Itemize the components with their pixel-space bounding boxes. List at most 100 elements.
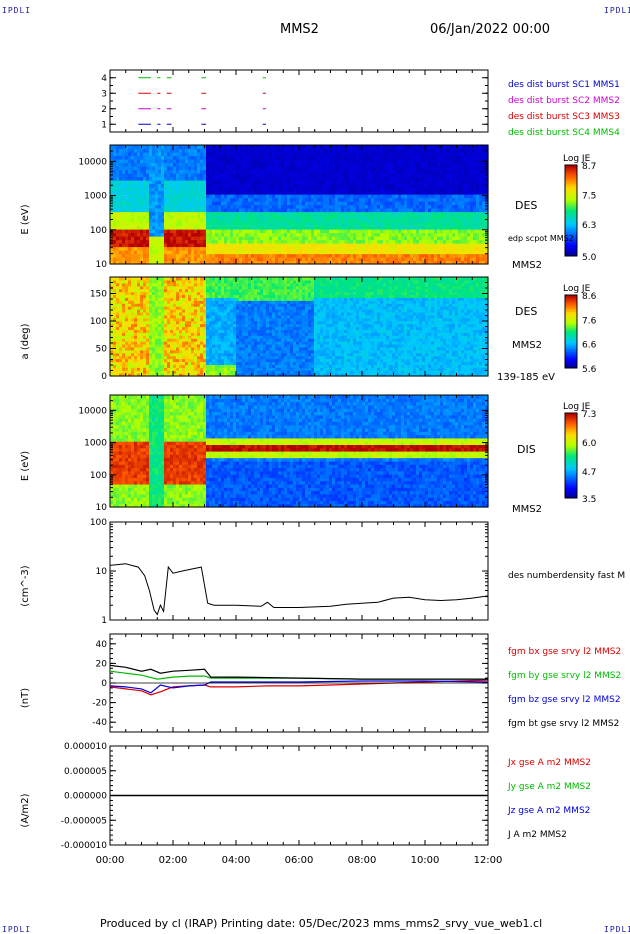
- heatmap-cell: [377, 232, 381, 237]
- heatmap-cell: [113, 253, 117, 258]
- heatmap-cell: [149, 166, 153, 171]
- heatmap-cell: [152, 250, 156, 255]
- heatmap-cell: [278, 176, 282, 181]
- heatmap-cell: [176, 225, 180, 230]
- heatmap-cell: [140, 239, 144, 244]
- heatmap-cell: [158, 225, 162, 230]
- heatmap-cell: [152, 180, 156, 185]
- heatmap-cell: [164, 225, 168, 230]
- heatmap-cell: [200, 222, 204, 227]
- heatmap-cell: [422, 148, 426, 153]
- heatmap-cell: [422, 187, 426, 192]
- heatmap-cell: [191, 222, 195, 227]
- heatmap-cell: [254, 215, 258, 220]
- heatmap-cell: [170, 222, 174, 227]
- heatmap-cell: [149, 225, 153, 230]
- heatmap-cell: [125, 250, 129, 255]
- heatmap-cell: [311, 215, 315, 220]
- heatmap-cell: [248, 253, 252, 258]
- heatmap-cell: [197, 204, 201, 209]
- heatmap-cell: [371, 243, 375, 248]
- heatmap-cell: [233, 197, 237, 202]
- heatmap-cell: [257, 162, 261, 167]
- heatmap-cell: [416, 180, 420, 185]
- heatmap-cell: [221, 190, 225, 195]
- heatmap-cell: [161, 260, 165, 265]
- heatmap-cell: [353, 169, 357, 174]
- heatmap-cell: [122, 176, 126, 181]
- heatmap-cell: [392, 218, 396, 223]
- heatmap-cell: [287, 232, 291, 237]
- heatmap-cell: [434, 180, 438, 185]
- heatmap-cell: [281, 190, 285, 195]
- heatmap-cell: [110, 218, 114, 223]
- heatmap-cell: [395, 211, 399, 216]
- heatmap-cell: [299, 260, 303, 265]
- heatmap-cell: [236, 239, 240, 244]
- heatmap-cell: [431, 169, 435, 174]
- heatmap-cell: [338, 159, 342, 164]
- heatmap-cell: [272, 229, 276, 234]
- heatmap-cell: [341, 246, 345, 251]
- heatmap-cell: [167, 145, 171, 150]
- heatmap-cell: [374, 197, 378, 202]
- heatmap-cell: [437, 239, 441, 244]
- heatmap-cell: [227, 204, 231, 209]
- heatmap-cell: [278, 180, 282, 185]
- heatmap-cell: [305, 169, 309, 174]
- heatmap-cell: [296, 208, 300, 213]
- heatmap-cell: [212, 187, 216, 192]
- heatmap-cell: [401, 218, 405, 223]
- heatmap-cell: [143, 208, 147, 213]
- heatmap-cell: [194, 145, 198, 150]
- heatmap-cell: [146, 148, 150, 153]
- heatmap-cell: [203, 215, 207, 220]
- heatmap-cell: [185, 260, 189, 265]
- heatmap-cell: [392, 246, 396, 251]
- heatmap-cell: [392, 236, 396, 241]
- heatmap-cell: [221, 246, 225, 251]
- heatmap-cell: [401, 243, 405, 248]
- heatmap-cell: [413, 194, 417, 199]
- heatmap-cell: [161, 197, 165, 202]
- heatmap-cell: [197, 236, 201, 241]
- heatmap-cell: [233, 180, 237, 185]
- heatmap-cell: [233, 218, 237, 223]
- heatmap-cell: [155, 246, 159, 251]
- heatmap-cell: [113, 232, 117, 237]
- heatmap-cell: [143, 229, 147, 234]
- heatmap-cell: [164, 169, 168, 174]
- heatmap-cell: [377, 253, 381, 258]
- heatmap-cell: [383, 253, 387, 258]
- heatmap-cell: [290, 257, 294, 262]
- heatmap-cell: [152, 187, 156, 192]
- heatmap-cell: [161, 257, 165, 262]
- heatmap-cell: [383, 173, 387, 178]
- heatmap-cell: [290, 194, 294, 199]
- heatmap-cell: [215, 229, 219, 234]
- heatmap-cell: [332, 208, 336, 213]
- heatmap-cell: [302, 201, 306, 206]
- heatmap-cell: [317, 208, 321, 213]
- heatmap-cell: [182, 162, 186, 167]
- heatmap-cell: [137, 180, 141, 185]
- heatmap-cell: [197, 211, 201, 216]
- heatmap-cell: [230, 194, 234, 199]
- heatmap-cell: [239, 222, 243, 227]
- heatmap-cell: [158, 201, 162, 206]
- heatmap-cell: [251, 225, 255, 230]
- heatmap-cell: [386, 232, 390, 237]
- heatmap-cell: [317, 190, 321, 195]
- heatmap-cell: [338, 166, 342, 171]
- heatmap-cell: [299, 162, 303, 167]
- heatmap-cell: [296, 194, 300, 199]
- heatmap-cell: [245, 148, 249, 153]
- heatmap-cell: [377, 190, 381, 195]
- heatmap-cell: [170, 173, 174, 178]
- heatmap-cell: [263, 211, 267, 216]
- heatmap-cell: [119, 148, 123, 153]
- heatmap-cell: [119, 239, 123, 244]
- heatmap-cell: [329, 180, 333, 185]
- heatmap-cell: [122, 246, 126, 251]
- heatmap-cell: [200, 250, 204, 255]
